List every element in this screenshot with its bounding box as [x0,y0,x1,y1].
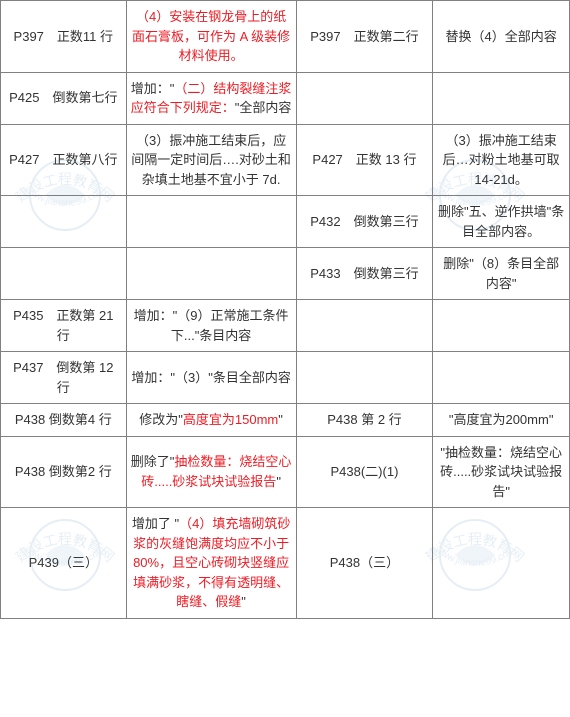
cell-c2: （3）振冲施工结束后，应间隔一定时间后….对砂土和杂填土地基不宜小于 7d. [126,124,296,196]
cell-c4: 删除"五、逆作拱墙"条目全部内容。 [433,196,570,248]
text-segment: 增加了 " [132,516,179,531]
cell-c4 [433,508,570,619]
cell-c2: 增加："（3）"条目全部内容 [126,352,296,404]
cell-c4: "抽检数量：烧结空心砖.....砂浆试块试验报告" [433,436,570,508]
text-segment: 删除了" [131,454,175,469]
cell-c4: 删除"（8）条目全部内容" [433,248,570,300]
cell-c4: （3）振冲施工结束后…对粉土地基可取 14-21d。 [433,124,570,196]
table-body: P397 正数11 行（4）安装在钢龙骨上的纸面石膏板，可作为 A 级装修材料使… [1,1,570,619]
errata-table-container: P397 正数11 行（4）安装在钢龙骨上的纸面石膏板，可作为 A 级装修材料使… [0,0,570,619]
cell-c2: 删除了"抽检数量：烧结空心砖.....砂浆试块试验报告" [126,436,296,508]
table-row: P439（三）增加了 "（4）填充墙砌筑砂浆的灰缝饱满度均应不小于 80%，且空… [1,508,570,619]
cell-c3: P397 正数第二行 [296,1,433,73]
cell-c2: 增加了 "（4）填充墙砌筑砂浆的灰缝饱满度均应不小于 80%，且空心砖砌块竖缝应… [126,508,296,619]
text-segment: " [276,474,281,489]
cell-c3: P432 倒数第三行 [296,196,433,248]
text-segment: " [241,594,246,609]
cell-c1: P425 倒数第七行 [1,72,127,124]
table-row: P425 倒数第七行增加："（二）结构裂缝注浆应符合下列规定："全部内容 [1,72,570,124]
table-row: P438 倒数第4 行修改为"高度宜为150mm"P438 第 2 行"高度宜为… [1,404,570,437]
table-row: P432 倒数第三行删除"五、逆作拱墙"条目全部内容。 [1,196,570,248]
table-row: P427 正数第八行（3）振冲施工结束后，应间隔一定时间后….对砂土和杂填土地基… [1,124,570,196]
cell-c3: P438 第 2 行 [296,404,433,437]
text-segment: " [278,412,283,427]
cell-c3 [296,72,433,124]
cell-c4 [433,72,570,124]
cell-c1: P397 正数11 行 [1,1,127,73]
cell-c2 [126,196,296,248]
cell-c3 [296,300,433,352]
cell-c1: P438 倒数第4 行 [1,404,127,437]
cell-c4 [433,300,570,352]
cell-c3: P438(二)(1) [296,436,433,508]
table-row: P437 倒数第 12 行增加："（3）"条目全部内容 [1,352,570,404]
cell-c4 [433,352,570,404]
table-row: P433 倒数第三行删除"（8）条目全部内容" [1,248,570,300]
cell-c4: 替换（4）全部内容 [433,1,570,73]
cell-c3 [296,352,433,404]
cell-c3: P438（三） [296,508,433,619]
text-segment: （4） [136,9,169,24]
cell-c2: 增加："（二）结构裂缝注浆应符合下列规定："全部内容 [126,72,296,124]
cell-c1: P435 正数第 21 行 [1,300,127,352]
text-segment: 高度宜为150mm [183,412,278,427]
table-row: P438 倒数第2 行删除了"抽检数量：烧结空心砖.....砂浆试块试验报告"P… [1,436,570,508]
cell-c2: 增加："（9）正常施工条件下..."条目内容 [126,300,296,352]
text-segment: 增加：" [131,81,175,96]
cell-c2: （4）安装在钢龙骨上的纸面石膏板，可作为 A 级装修材料使用。 [126,1,296,73]
cell-c2: 修改为"高度宜为150mm" [126,404,296,437]
cell-c1 [1,196,127,248]
text-segment: "全部内容 [235,100,292,115]
cell-c1 [1,248,127,300]
cell-c3: P433 倒数第三行 [296,248,433,300]
errata-table: P397 正数11 行（4）安装在钢龙骨上的纸面石膏板，可作为 A 级装修材料使… [0,0,570,619]
cell-c2 [126,248,296,300]
table-row: P397 正数11 行（4）安装在钢龙骨上的纸面石膏板，可作为 A 级装修材料使… [1,1,570,73]
cell-c4: "高度宜为200mm" [433,404,570,437]
cell-c1: P427 正数第八行 [1,124,127,196]
cell-c3: P427 正数 13 行 [296,124,433,196]
cell-c1: P438 倒数第2 行 [1,436,127,508]
cell-c1: P439（三） [1,508,127,619]
table-row: P435 正数第 21 行增加："（9）正常施工条件下..."条目内容 [1,300,570,352]
text-segment: 修改为" [139,412,183,427]
cell-c1: P437 倒数第 12 行 [1,352,127,404]
